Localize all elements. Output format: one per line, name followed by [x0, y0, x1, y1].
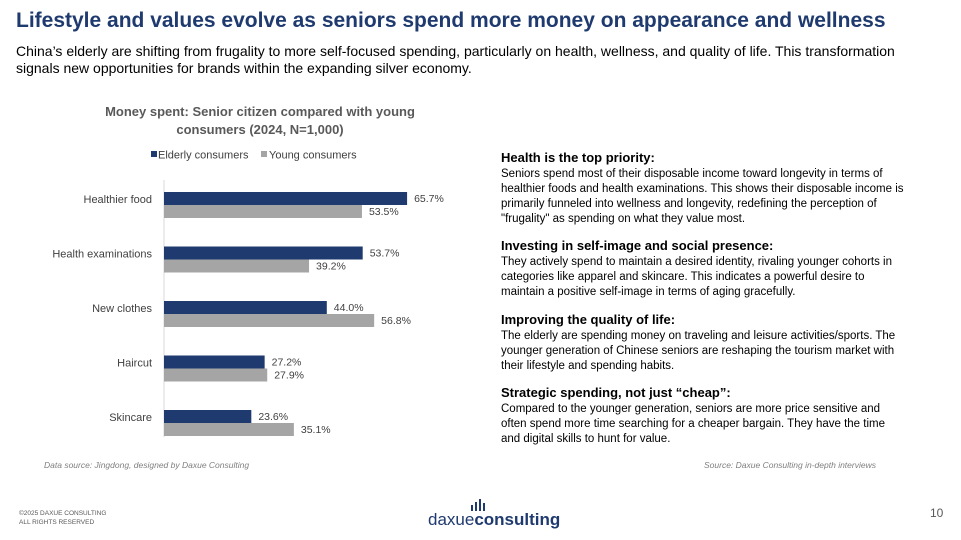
- page-subtitle: China’s elderly are shifting from frugal…: [16, 43, 895, 76]
- daxue-logo: daxueconsulting: [428, 510, 560, 530]
- interview-source-note: Source: Daxue Consulting in-depth interv…: [704, 460, 876, 470]
- insight-3-body: The elderly are spending money on travel…: [501, 330, 896, 372]
- logo-bars-icon: [471, 499, 485, 511]
- data-label: 65.7%: [414, 193, 444, 205]
- bar-elderly: [164, 301, 327, 314]
- insight-3: Improving the quality of life: The elder…: [501, 312, 906, 374]
- category-label: Healthier food: [84, 194, 153, 206]
- category-label: Health examinations: [52, 249, 152, 261]
- insight-1-heading: Health is the top priority:: [501, 150, 655, 165]
- legend-swatch-1: [151, 151, 157, 157]
- insight-4-heading: Strategic spending, not just “cheap”:: [501, 385, 731, 400]
- insight-2-heading: Investing in self-image and social prese…: [501, 238, 774, 253]
- insight-1-body: Seniors spend most of their disposable i…: [501, 168, 904, 225]
- data-label: 27.2%: [272, 357, 302, 369]
- logo-part-1: daxue: [428, 510, 475, 529]
- page-title: Lifestyle and values evolve as seniors s…: [16, 9, 886, 32]
- copyright: ©2025 DAXUE CONSULTING ALL RIGHTS RESERV…: [19, 509, 106, 527]
- bar-elderly: [164, 410, 252, 423]
- data-label: 44.0%: [334, 302, 364, 314]
- bar-elderly: [164, 246, 363, 260]
- data-label: 27.9%: [274, 370, 304, 382]
- insight-2-body: They actively spend to maintain a desire…: [501, 256, 892, 298]
- data-label: 23.6%: [258, 411, 288, 423]
- insight-4-body: Compared to the younger generation, seni…: [501, 403, 885, 445]
- category-label: Haircut: [117, 358, 152, 370]
- chart-title: Money spent: Senior citizen compared wit…: [105, 104, 415, 137]
- category-label: New clothes: [92, 303, 152, 315]
- data-label: 56.8%: [381, 315, 411, 327]
- legend-swatch-2: [261, 151, 267, 157]
- legend-label-2: Young consumers: [269, 150, 357, 162]
- page-number: 10: [930, 506, 944, 520]
- insight-1: Health is the top priority: Seniors spen…: [501, 150, 906, 227]
- bar-young: [164, 259, 310, 273]
- data-label: 35.1%: [301, 424, 331, 436]
- bar-young: [164, 423, 294, 436]
- legend-label-1: Elderly consumers: [158, 150, 249, 162]
- bar-elderly: [164, 192, 408, 205]
- data-label: 53.7%: [370, 248, 400, 260]
- copyright-line-1: ©2025 DAXUE CONSULTING: [19, 510, 107, 517]
- bar-chart: Elderly consumers Young consumers Healthie…: [52, 150, 444, 437]
- logo-part-2: consulting: [474, 510, 561, 529]
- insight-4: Strategic spending, not just “cheap”: Co…: [501, 385, 906, 447]
- bar-young: [164, 368, 268, 382]
- bar-elderly: [164, 355, 265, 369]
- data-label: 39.2%: [316, 261, 346, 273]
- data-label: 53.5%: [369, 206, 399, 218]
- insight-3-heading: Improving the quality of life:: [501, 312, 676, 327]
- data-source-note: Data source: Jingdong, designed by Daxue…: [44, 460, 250, 470]
- category-label: Skincare: [109, 412, 152, 424]
- insight-2: Investing in self-image and social prese…: [501, 238, 906, 300]
- copyright-line-2: ALL RIGHTS RESERVED: [19, 519, 95, 526]
- bar-young: [164, 314, 375, 327]
- bar-young: [164, 205, 362, 218]
